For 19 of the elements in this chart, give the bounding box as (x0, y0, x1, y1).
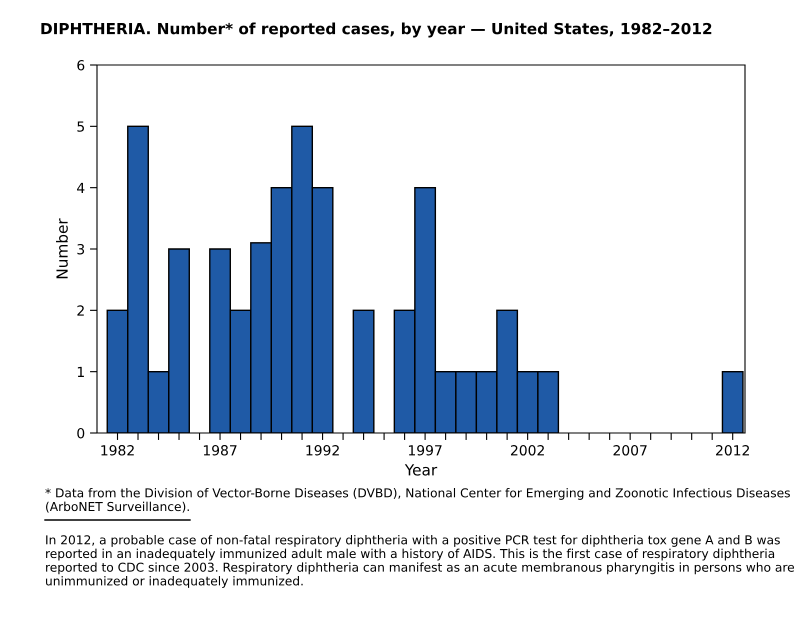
x-tick-label: 2002 (510, 445, 544, 456)
x-tick-label: 2007 (614, 445, 647, 456)
y-tick-label: 3 (77, 244, 84, 254)
x-tick-label: 1997 (408, 445, 442, 456)
y-tick-label: 2 (77, 305, 84, 316)
chart-title: DIPHTHERIA. Number* of reported cases, by year — United States, 1982–2012 (41, 22, 712, 38)
x-axis-title: Year (404, 464, 438, 476)
x-tick-label: 1992 (306, 445, 339, 456)
y-axis-title: Number (56, 218, 68, 278)
x-tick-label: 2012 (716, 445, 749, 456)
y-tick-label: 4 (77, 182, 84, 193)
x-tick-label: 1987 (204, 445, 237, 456)
y-tick-label: 6 (77, 60, 84, 70)
x-tick-label: 1982 (101, 445, 134, 456)
y-tick-label: 5 (77, 121, 84, 132)
text: In 2012, a probable case of non-fatal respiratory diphtheria with a positive PCR test for diphtheria tox gene A and B was reported in an inadequately immunized adult male with a history of AIDS. This is the first case of respiratory diphtheria reported to CDC since 2003. Respiratory diphtheria can manifest as an acute membranous pharyngitis in persons who are unimmunized or inadequately immunized. (46, 535, 794, 588)
text: * Data from the Division of Vector-Borne Diseases (DVBD), National Center for Emerging and Zoonotic Infectious Diseases (ArboNET Surveillance). (45, 488, 790, 513)
y-tick-label: 0 (77, 428, 84, 438)
y-tick-label: 1 (78, 366, 84, 377)
